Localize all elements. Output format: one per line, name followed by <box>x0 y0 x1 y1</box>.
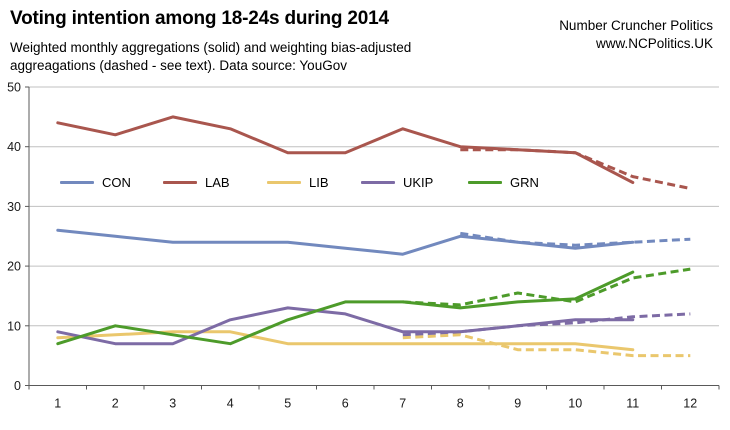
series-line-grn-bias-adjusted-dashed <box>402 267 691 307</box>
x-tick-label: 1 <box>54 397 61 411</box>
x-tick-label: 7 <box>399 397 406 411</box>
series-line-lab <box>56 115 635 184</box>
series-line-con <box>56 228 635 256</box>
legend-item-grn: GRN <box>468 175 539 190</box>
legend-item-lib: LIB <box>267 175 329 190</box>
x-tick-label: 9 <box>514 397 521 411</box>
y-tick-label: 40 <box>7 140 21 154</box>
series-line-ukip <box>56 306 635 346</box>
x-tick-label: 8 <box>457 397 464 411</box>
y-tick-label: 10 <box>7 319 21 333</box>
subtitle-line-2: aggreagations (dashed - see text). Data … <box>10 57 347 73</box>
x-tick-label: 6 <box>342 397 349 411</box>
legend-label-lib: LIB <box>309 175 329 190</box>
legend-label-lab: LAB <box>205 175 230 190</box>
chart-legend: CON LAB LIB UKIP GRN <box>0 175 730 190</box>
x-tick-label: 12 <box>683 397 697 411</box>
y-tick-label: 30 <box>7 200 21 214</box>
y-tick-label: 20 <box>7 260 21 274</box>
legend-swatch-con <box>60 181 94 184</box>
x-tick-label: 10 <box>568 397 582 411</box>
legend-swatch-lab <box>163 181 197 184</box>
legend-label-con: CON <box>102 175 131 190</box>
series-line-ukip-bias-adjusted-dashed <box>402 312 691 337</box>
series-line-grn <box>56 270 635 346</box>
chart-title: Voting intention among 18-24s during 201… <box>10 8 389 29</box>
brand-name: Number Cruncher Politics <box>559 18 713 33</box>
x-tick-label: 4 <box>227 397 234 411</box>
subtitle-line-1: Weighted monthly aggregations (solid) an… <box>10 40 412 55</box>
legend-swatch-ukip <box>361 181 395 184</box>
series-line-lib-bias-adjusted-dashed <box>402 333 691 358</box>
legend-item-ukip: UKIP <box>361 175 433 190</box>
brand-block: Number Cruncher Politics www.NCPolitics.… <box>559 17 713 53</box>
y-tick-label: 0 <box>14 379 21 393</box>
x-tick-label: 11 <box>626 397 639 411</box>
legend-label-ukip: UKIP <box>403 175 434 190</box>
x-tick-label: 2 <box>112 397 119 411</box>
chart-subtitle: Weighted monthly aggregations (solid) an… <box>10 39 411 74</box>
legend-item-con: CON <box>60 175 131 190</box>
x-tick-label: 3 <box>169 397 176 411</box>
series-line-con-bias-adjusted-dashed <box>460 231 691 247</box>
brand-url: www.NCPolitics.UK <box>595 36 713 51</box>
legend-swatch-lib <box>267 181 301 184</box>
series-line-lab-bias-adjusted-dashed <box>460 148 691 190</box>
series-line-lib <box>56 330 635 352</box>
legend-swatch-grn <box>468 181 502 184</box>
legend-label-grn: GRN <box>510 175 539 190</box>
y-tick-label: 50 <box>7 81 21 95</box>
legend-item-lab: LAB <box>163 175 230 190</box>
x-tick-label: 5 <box>284 397 291 411</box>
